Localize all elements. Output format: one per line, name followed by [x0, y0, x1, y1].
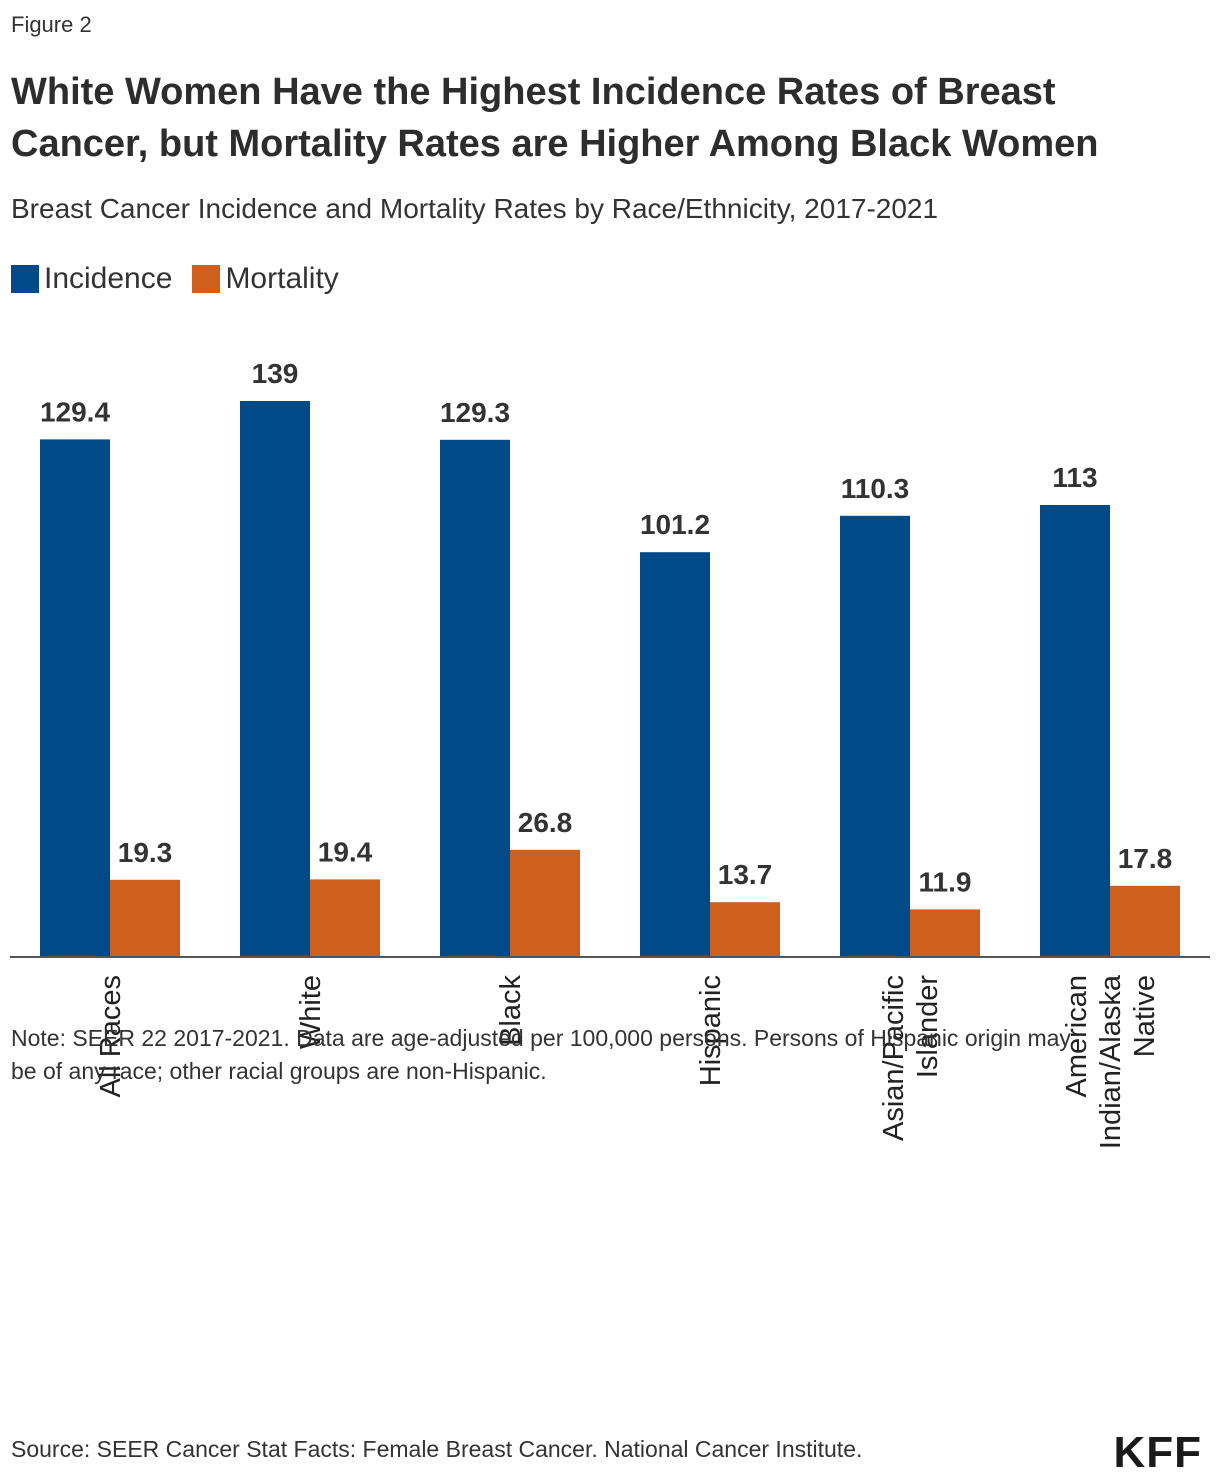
legend-label-mortality: Mortality: [225, 262, 339, 295]
data-label-incidence-1: 139: [252, 358, 299, 389]
bar-mortality-0: [110, 879, 180, 957]
legend-swatch-mortality: [192, 265, 221, 293]
category-label-line-5-0: American: [1061, 975, 1093, 1098]
chart-subtitle: Breast Cancer Incidence and Mortality Ra…: [11, 193, 939, 224]
category-label-2: Black: [495, 975, 527, 1046]
category-label-line-3-0: Hispanic: [695, 975, 727, 1086]
category-label-1: White: [295, 975, 327, 1049]
category-label-line-0-0: All Races: [95, 975, 127, 1098]
data-label-incidence-5: 113: [1052, 462, 1097, 493]
legend-label-incidence: Incidence: [44, 262, 173, 295]
category-label-line-4-0: Asian/Pacific: [878, 975, 910, 1141]
chart-title: White Women Have the Highest Incidence R…: [11, 71, 1099, 165]
category-label-line-5-1: Indian/Alaska: [1095, 974, 1127, 1149]
bar-incidence-5: [1040, 505, 1110, 957]
chart-note: Note: SEER 22 2017-2021. Data are age-ad…: [11, 1025, 1071, 1084]
figure-label: Figure 2: [11, 12, 92, 37]
bar-incidence-4: [840, 515, 910, 957]
bar-mortality-3: [710, 902, 780, 957]
bar-incidence-2: [440, 439, 510, 957]
bar-mortality-4: [910, 909, 980, 957]
category-label-line-1-0: White: [295, 975, 327, 1049]
data-label-incidence-0: 129.4: [40, 396, 110, 427]
bar-incidence-0: [40, 439, 110, 957]
category-label-line-2-0: Black: [495, 975, 527, 1046]
category-label-0: All Races: [95, 975, 127, 1098]
data-label-mortality-1: 19.4: [318, 836, 373, 867]
data-label-incidence-3: 101.2: [640, 509, 710, 540]
legend-item-incidence: Incidence: [11, 262, 172, 296]
category-label-4: Asian/Pacific Islander: [878, 975, 944, 1141]
bar-mortality-1: [310, 879, 380, 957]
category-label-line-4-1: Islander: [912, 975, 944, 1079]
legend-item-mortality: Mortality: [192, 262, 339, 296]
data-label-mortality-0: 19.3: [118, 837, 173, 868]
data-label-incidence-2: 129.3: [440, 397, 510, 428]
category-label-5: American Indian/Alaska Native: [1061, 974, 1161, 1149]
category-label-line-5-2: Native: [1129, 975, 1161, 1057]
data-label-incidence-4: 110.3: [841, 473, 910, 504]
bar-mortality-2: [510, 849, 580, 957]
data-label-mortality-2: 26.8: [518, 807, 573, 838]
legend: Incidence Mortality: [11, 262, 359, 296]
data-label-mortality-5: 17.8: [1118, 843, 1173, 874]
chart-source: Source: SEER Cancer Stat Facts: Female B…: [11, 1436, 863, 1462]
data-label-mortality-3: 13.7: [718, 859, 773, 890]
bar-incidence-1: [240, 401, 310, 957]
legend-swatch-incidence: [11, 265, 39, 293]
bar-chart: 129.4 19.3 All Races 139 19.4 White 129.3 26.8 B…: [10, 358, 1210, 1149]
bar-incidence-3: [640, 552, 710, 957]
kff-logo: KFF: [1113, 1428, 1202, 1477]
bar-mortality-5: [1110, 885, 1180, 957]
category-label-3: Hispanic: [695, 975, 727, 1086]
data-label-mortality-4: 11.9: [919, 866, 972, 897]
